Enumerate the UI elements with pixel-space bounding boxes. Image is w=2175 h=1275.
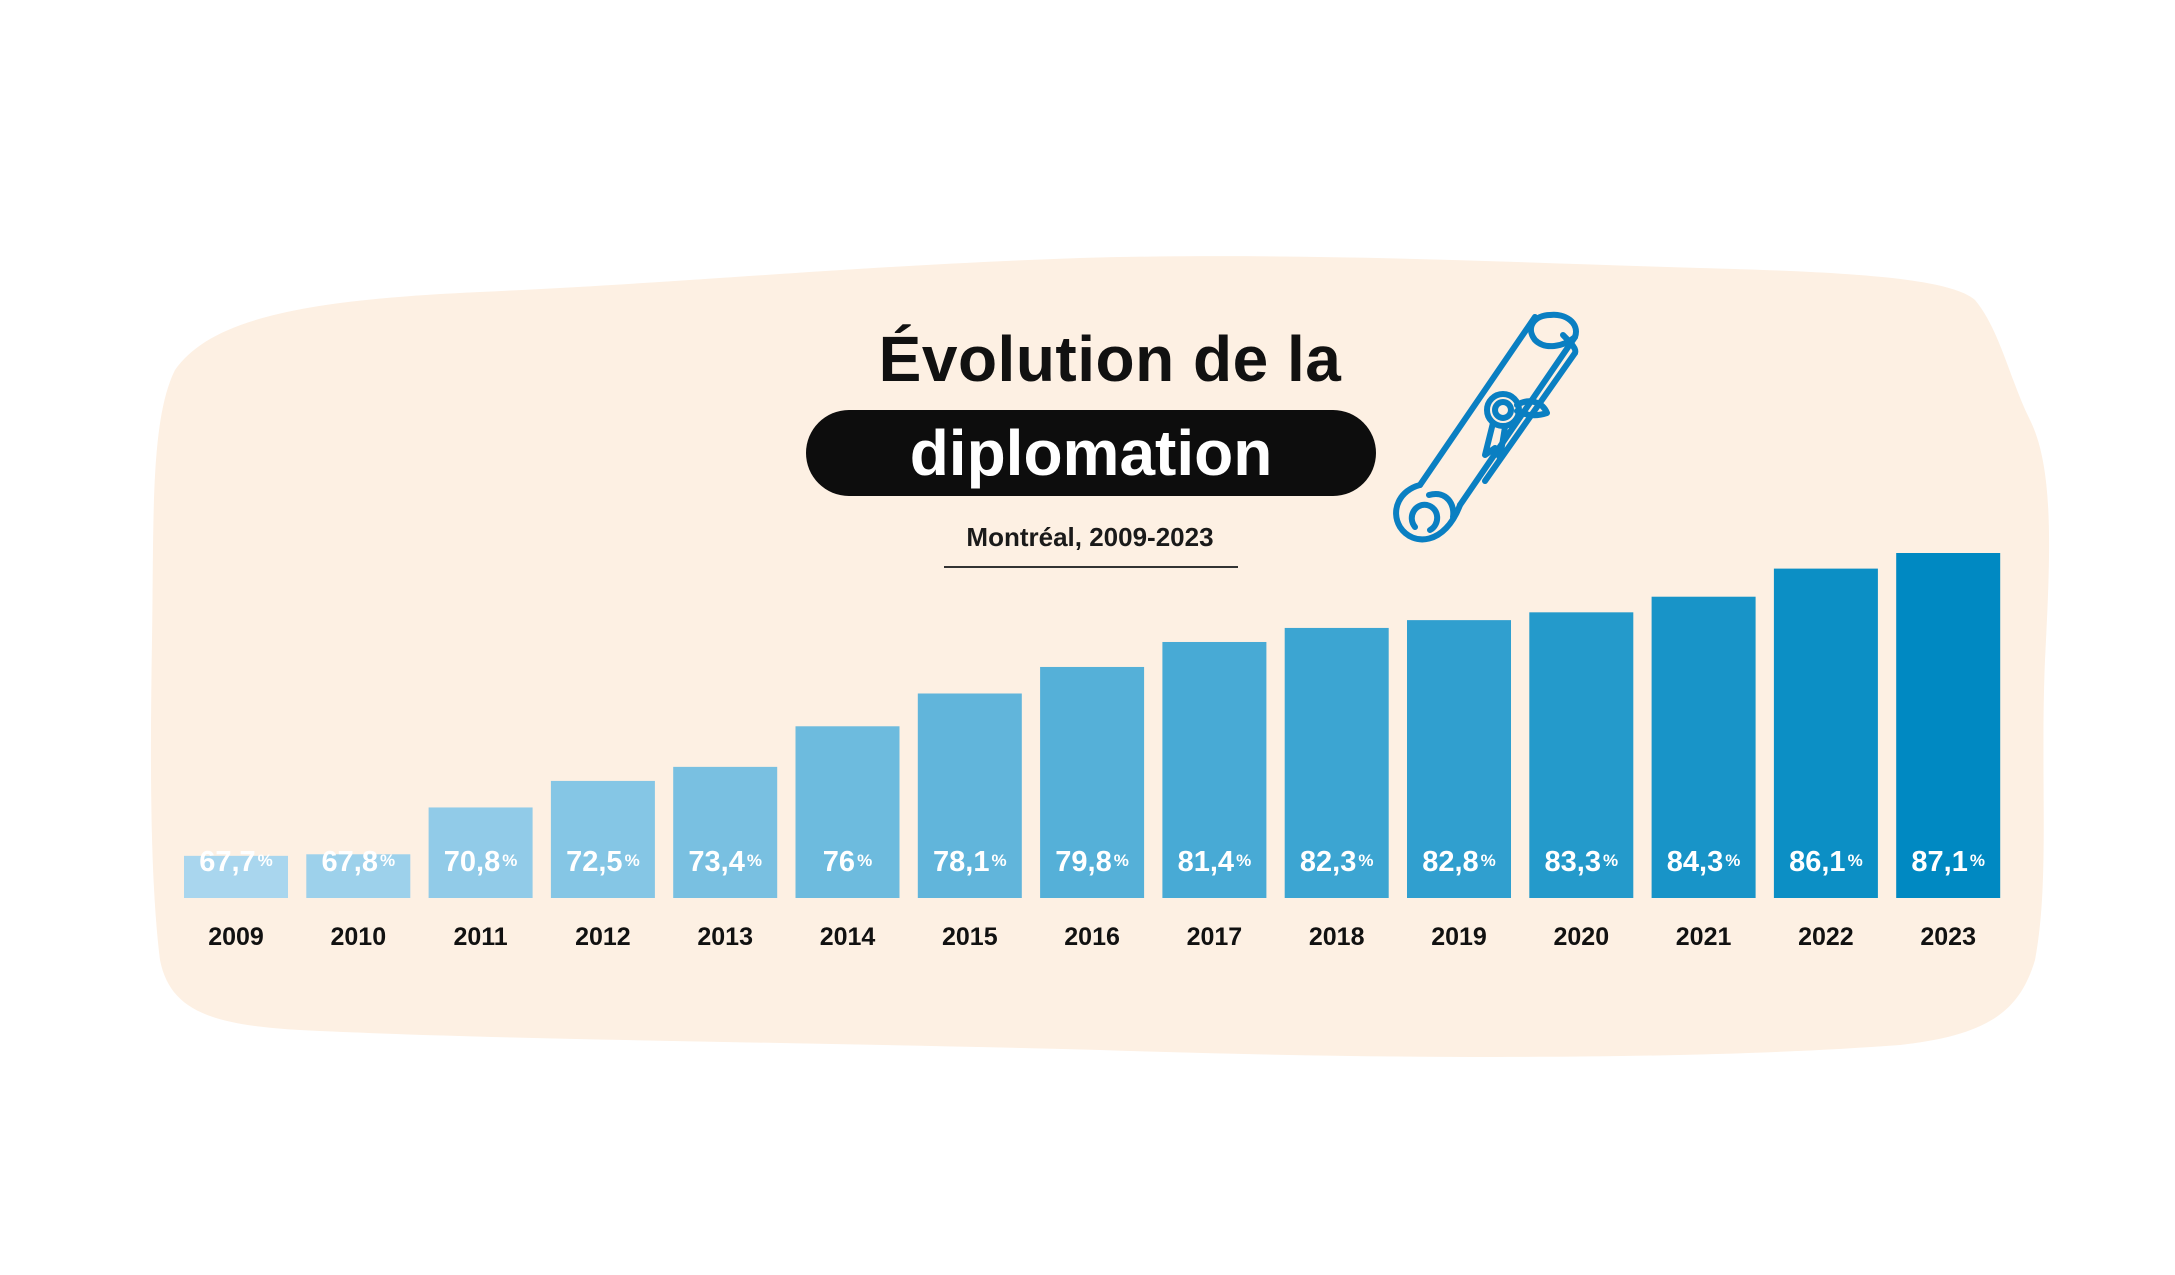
x-tick-label-2009: 2009 (208, 923, 264, 951)
bar-2010 (306, 854, 411, 898)
subtitle-underline (944, 566, 1238, 568)
x-tick-label-2023: 2023 (1920, 923, 1976, 951)
bar-2022 (1773, 568, 1878, 898)
data-label-2016: 79,8% (1055, 846, 1129, 878)
x-tick-label-2017: 2017 (1187, 923, 1243, 951)
bar-2017 (1162, 641, 1267, 898)
bar-2018 (1284, 627, 1389, 898)
x-tick-label-2018: 2018 (1309, 923, 1365, 951)
bar-2020 (1529, 612, 1634, 898)
bar-2011 (428, 807, 533, 898)
data-label-2012: 72,5% (566, 846, 640, 878)
chart-title-line2: diplomation (909, 417, 1273, 489)
x-tick-label-2014: 2014 (820, 923, 876, 951)
data-label-2015: 78,1% (933, 846, 1007, 878)
x-tick-label-2020: 2020 (1553, 923, 1609, 951)
chart-title-line1: Évolution de la (878, 323, 1342, 395)
x-tick-label-2011: 2011 (453, 923, 507, 951)
title-highlight-pill (806, 410, 1376, 496)
data-label-2022: 86,1% (1789, 846, 1863, 878)
bar-2014 (795, 726, 900, 898)
data-label-2013: 73,4% (688, 846, 762, 878)
x-tick-label-2015: 2015 (942, 923, 998, 951)
data-label-2010: 67,8% (322, 846, 396, 878)
chart-subtitle: Montréal, 2009-2023 (966, 522, 1214, 552)
bar-2021 (1651, 596, 1756, 898)
data-label-2020: 83,3% (1545, 846, 1619, 878)
x-tick-label-2019: 2019 (1431, 923, 1487, 951)
x-tick-label-2012: 2012 (575, 923, 631, 951)
bar-2013 (673, 766, 778, 898)
data-label-2018: 82,3% (1300, 846, 1374, 878)
bar-2009 (184, 855, 288, 898)
data-label-2017: 81,4% (1178, 846, 1252, 878)
data-label-2011: 70,8% (444, 846, 518, 878)
bar-2016 (1040, 666, 1145, 898)
x-tick-label-2016: 2016 (1064, 923, 1120, 951)
bar-2019 (1407, 620, 1511, 898)
data-label-2009: 67,7% (199, 846, 273, 878)
x-tick-label-2013: 2013 (697, 923, 753, 951)
data-label-2014: 76% (823, 846, 872, 878)
diploma-scroll-icon (1393, 311, 1579, 543)
x-tick-label-2022: 2022 (1798, 923, 1854, 951)
x-tick-label-2021: 2021 (1676, 923, 1732, 951)
bar-2015 (917, 693, 1022, 898)
x-tick-label-2010: 2010 (330, 923, 386, 951)
data-label-2019: 82,8% (1422, 846, 1496, 878)
data-label-2021: 84,3% (1667, 846, 1741, 878)
bar-2023 (1896, 553, 2001, 898)
bar-2012 (550, 780, 655, 898)
data-label-2023: 87,1% (1911, 846, 1985, 878)
